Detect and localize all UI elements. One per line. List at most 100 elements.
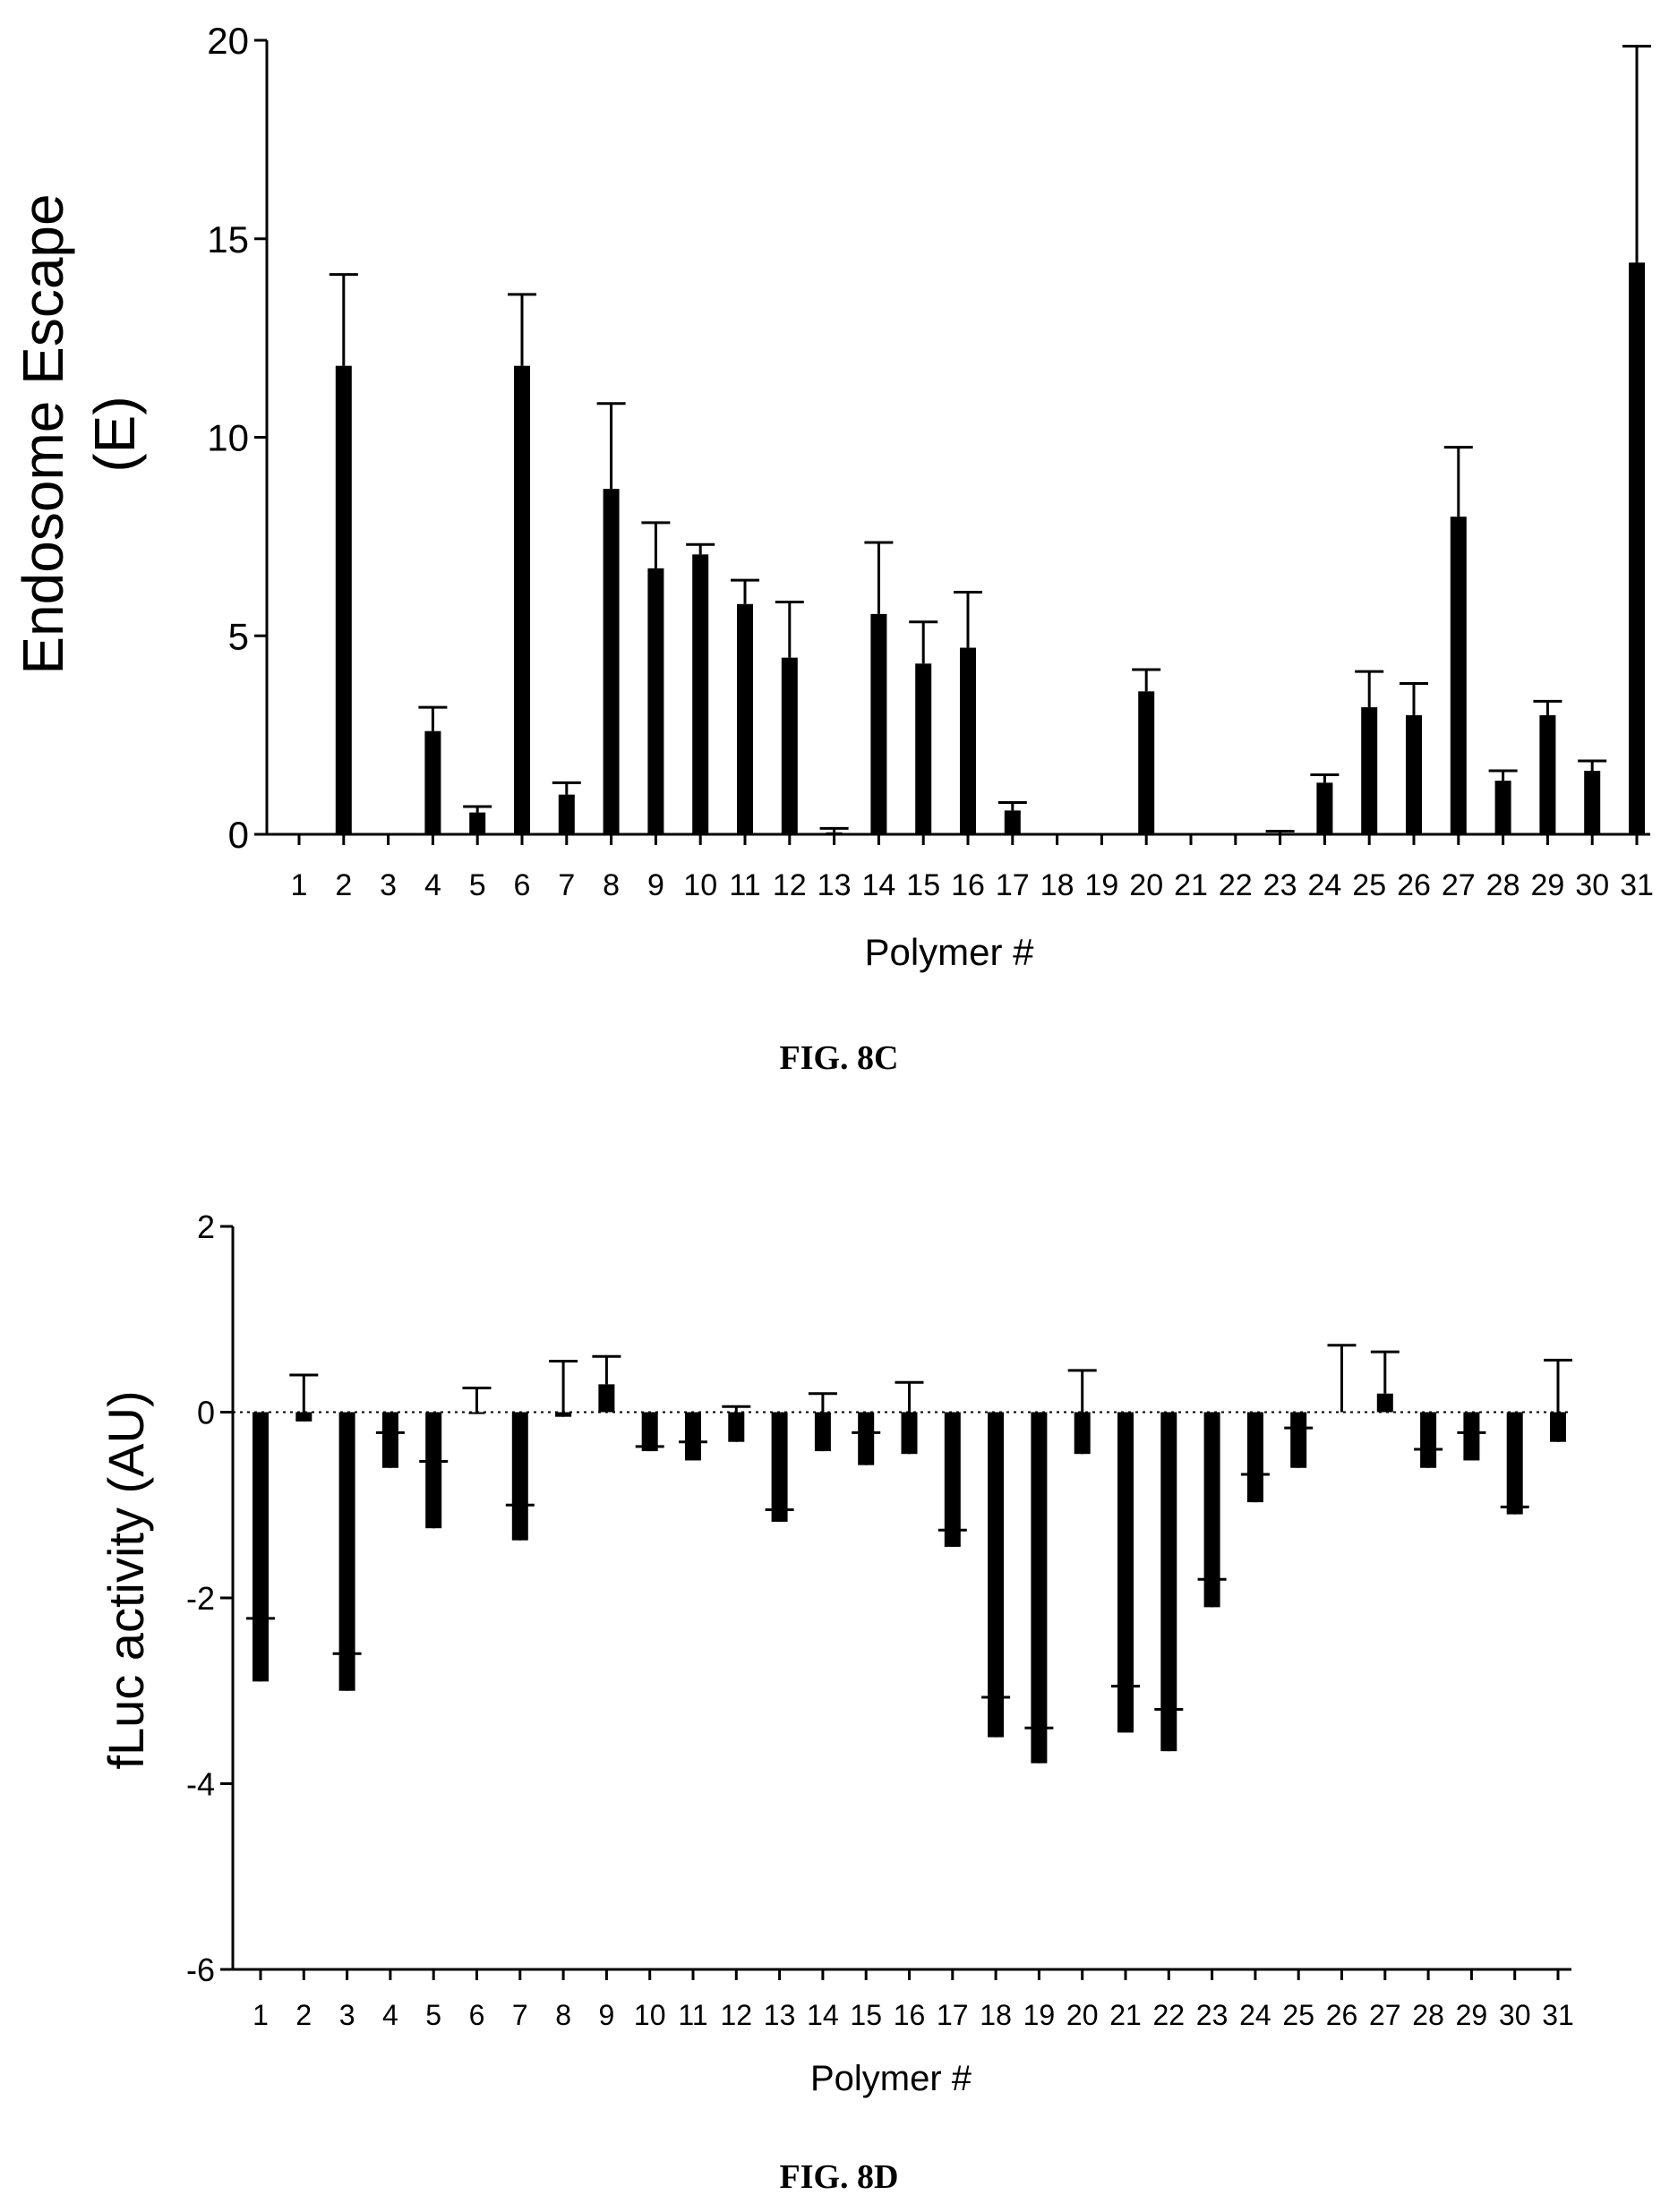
x-tick-label: 20 xyxy=(1129,868,1163,902)
x-tick-label: 7 xyxy=(558,868,575,902)
x-tick-label: 12 xyxy=(721,1999,753,2031)
x-tick-label: 31 xyxy=(1620,868,1654,902)
bar xyxy=(1629,262,1645,834)
bar xyxy=(771,1412,788,1522)
y-tick-label: 15 xyxy=(207,218,249,260)
bar xyxy=(1376,1393,1393,1413)
x-tick-label: 30 xyxy=(1575,868,1609,902)
y-tick-label: 5 xyxy=(228,615,249,657)
x-tick-label: 17 xyxy=(996,868,1030,902)
y-axis-label: (E) xyxy=(82,396,147,472)
y-tick-label: -4 xyxy=(186,1765,215,1802)
x-axis-label: Polymer # xyxy=(864,931,1034,973)
x-tick-label: 8 xyxy=(555,1999,571,2031)
y-tick-label: 0 xyxy=(197,1394,215,1431)
x-tick-label: 4 xyxy=(382,1999,398,2031)
x-tick-label: 11 xyxy=(678,1999,707,2031)
bar xyxy=(1450,517,1467,834)
y-tick-label: 2 xyxy=(197,1208,215,1245)
x-tick-label: 21 xyxy=(1174,868,1208,902)
bar xyxy=(1246,1412,1263,1503)
bar xyxy=(338,1412,355,1691)
bar xyxy=(1271,833,1288,834)
x-tick-label: 16 xyxy=(951,868,985,902)
x-tick-label: 13 xyxy=(818,868,852,902)
bar xyxy=(988,1412,1005,1738)
x-tick-label: 7 xyxy=(512,1999,528,2031)
x-tick-label: 4 xyxy=(424,868,441,902)
x-tick-label: 26 xyxy=(1397,868,1431,902)
x-tick-label: 9 xyxy=(599,1999,615,2031)
bar xyxy=(1420,1412,1437,1468)
y-tick-label: -2 xyxy=(186,1580,215,1617)
bar xyxy=(1506,1412,1523,1515)
bar xyxy=(511,1412,528,1541)
x-tick-label: 15 xyxy=(850,1999,882,2031)
bar xyxy=(603,489,620,834)
bar xyxy=(641,1412,658,1452)
x-tick-label: 21 xyxy=(1109,1999,1142,2031)
x-tick-label: 1 xyxy=(291,868,308,902)
bar xyxy=(915,663,932,834)
bar xyxy=(514,365,530,834)
bar xyxy=(1160,1412,1177,1752)
bar xyxy=(692,554,709,834)
x-tick-label: 29 xyxy=(1530,868,1564,902)
x-tick-label: 14 xyxy=(807,1999,839,2031)
bar xyxy=(685,1412,701,1461)
x-tick-label: 6 xyxy=(469,1999,485,2031)
bar xyxy=(598,1384,615,1413)
x-tick-label: 5 xyxy=(469,868,486,902)
x-tick-label: 18 xyxy=(1040,868,1074,902)
y-axis-label: Endosome Escape xyxy=(11,193,75,674)
x-tick-label: 13 xyxy=(764,1999,796,2031)
bar xyxy=(469,812,486,834)
x-tick-label: 24 xyxy=(1307,868,1341,902)
bar xyxy=(1203,1412,1220,1608)
x-tick-label: 1 xyxy=(253,1999,269,2031)
x-tick-label: 20 xyxy=(1066,1999,1099,2031)
x-tick-label: 27 xyxy=(1442,868,1476,902)
x-tick-label: 15 xyxy=(906,868,940,902)
y-tick-label: 0 xyxy=(228,814,249,856)
x-tick-label: 28 xyxy=(1486,868,1520,902)
bar xyxy=(826,832,843,834)
x-tick-label: 5 xyxy=(425,1999,441,2031)
x-tick-label: 2 xyxy=(335,868,352,902)
bar xyxy=(1316,782,1333,834)
x-axis-label: Polymer # xyxy=(810,2059,972,2098)
x-tick-label: 10 xyxy=(634,1999,666,2031)
x-tick-label: 26 xyxy=(1326,1999,1358,2031)
x-tick-label: 30 xyxy=(1499,1999,1531,2031)
figure-8c-caption: FIG. 8C xyxy=(779,1039,899,1077)
x-tick-label: 27 xyxy=(1369,1999,1401,2031)
bar xyxy=(335,365,352,834)
x-tick-label: 31 xyxy=(1542,1999,1574,2031)
bar xyxy=(870,613,887,834)
bar xyxy=(1004,810,1021,834)
bar xyxy=(737,603,753,834)
figure-8d-caption: FIG. 8D xyxy=(779,2158,899,2196)
x-tick-label: 28 xyxy=(1412,1999,1444,2031)
x-tick-label: 23 xyxy=(1196,1999,1229,2031)
bar xyxy=(424,730,441,834)
bar xyxy=(1584,771,1601,834)
x-tick-label: 2 xyxy=(295,1999,312,2031)
bar xyxy=(1406,714,1422,834)
x-tick-label: 25 xyxy=(1282,1999,1314,2031)
x-tick-label: 22 xyxy=(1153,1999,1186,2031)
bar xyxy=(1361,707,1378,834)
x-tick-label: 19 xyxy=(1084,868,1118,902)
x-tick-label: 12 xyxy=(773,868,807,902)
bar xyxy=(1494,781,1511,834)
bar xyxy=(944,1412,961,1547)
x-tick-label: 23 xyxy=(1263,868,1297,902)
x-tick-label: 19 xyxy=(1023,1999,1056,2031)
y-axis-label: fLuc activity (AU) xyxy=(98,1390,154,1769)
bar xyxy=(960,647,976,834)
bar xyxy=(253,1412,269,1682)
bar xyxy=(1031,1412,1048,1764)
bar xyxy=(781,657,798,834)
